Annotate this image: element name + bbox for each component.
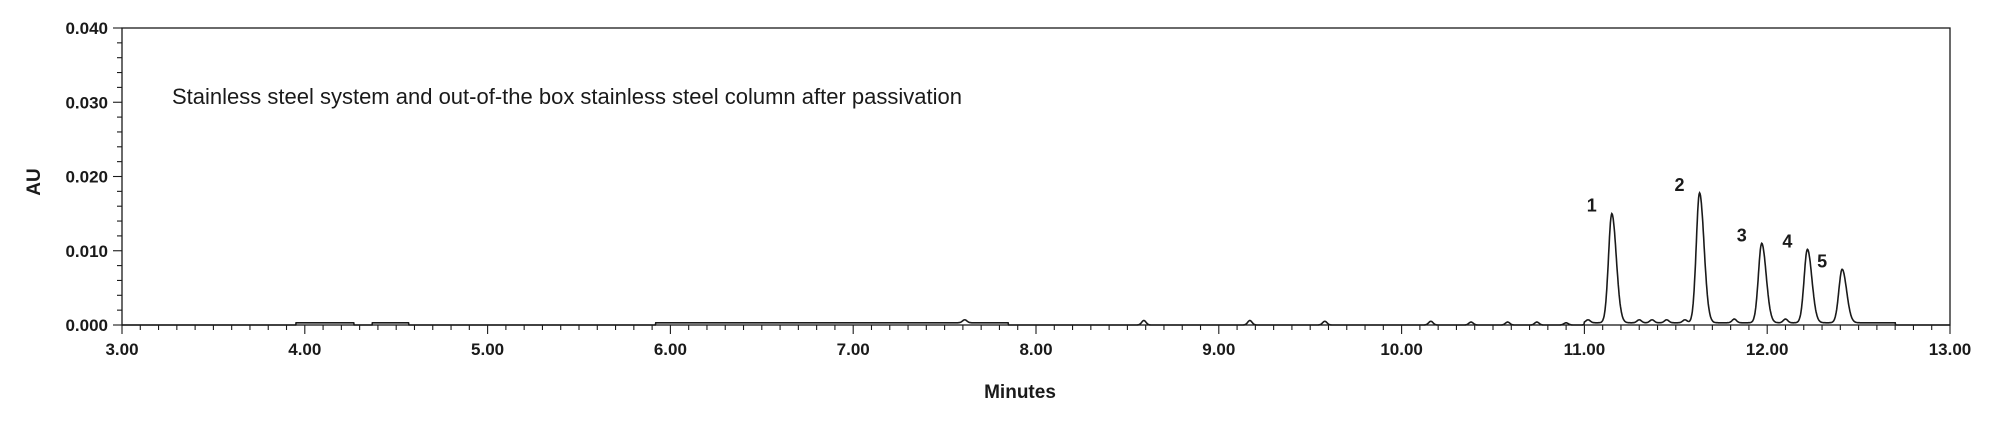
y-tick-label: 0.040 [65,19,108,38]
y-tick-label: 0.030 [65,93,108,112]
chromatogram-trace [122,190,1950,326]
y-axis-title: AU [24,168,45,195]
peak-label-3: 3 [1737,225,1747,245]
y-tick-label: 0.000 [65,316,108,335]
x-tick-label: 3.00 [105,340,138,359]
peak-label-5: 5 [1817,251,1827,271]
peak-label-1: 1 [1587,196,1597,216]
peak-label-2: 2 [1675,175,1685,195]
peak-labels: 1 2 3 4 5 [1587,175,1827,271]
peak-label-4: 4 [1782,231,1792,251]
x-tick-label: 6.00 [654,340,687,359]
x-axis-title: Minutes [984,382,1056,403]
y-tick-label: 0.010 [65,242,108,261]
x-tick-label: 12.00 [1746,340,1789,359]
x-tick-label: 9.00 [1202,340,1235,359]
x-axis-ticks: 3.00 4.00 5.00 6.00 7.00 8.00 9.00 10.00 11.00 12… [105,325,1971,359]
x-tick-label: 7.00 [837,340,870,359]
x-tick-label: 4.00 [288,340,321,359]
y-tick-label: 0.020 [65,168,108,187]
x-tick-label: 10.00 [1380,340,1423,359]
x-tick-label: 8.00 [1019,340,1052,359]
x-tick-label: 5.00 [471,340,504,359]
x-tick-label: 13.00 [1929,340,1972,359]
chart-annotation: Stainless steel system and out-of-the bo… [172,84,962,109]
x-tick-label: 11.00 [1564,340,1606,359]
y-axis-ticks: 0.000 0.010 0.020 0.030 0.040 [65,19,122,335]
